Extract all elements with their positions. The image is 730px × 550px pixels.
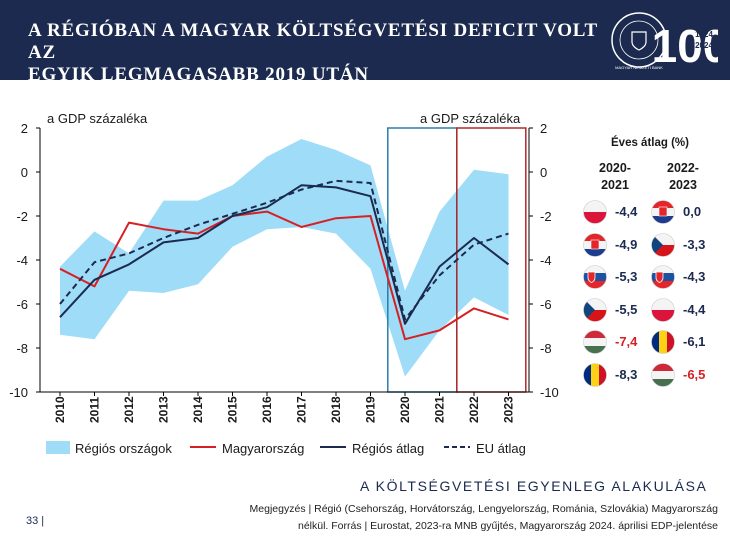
croatia-flag-icon bbox=[651, 200, 675, 224]
hungary-flag-icon bbox=[583, 330, 607, 354]
x-tick-label-2015: 2015 bbox=[226, 396, 240, 423]
right-y-tick-label: -8 bbox=[540, 341, 552, 356]
x-tick-label-2012: 2012 bbox=[122, 396, 136, 423]
average-row: -4,4 bbox=[583, 200, 653, 224]
averages-panel-title: Éves átlag (%) bbox=[611, 137, 689, 149]
slovakia-flag-icon bbox=[583, 265, 607, 289]
average-value: -4,9 bbox=[615, 236, 638, 252]
right-y-tick-label: -10 bbox=[540, 385, 559, 400]
x-tick-label-2017: 2017 bbox=[295, 396, 309, 423]
average-value: -4,4 bbox=[615, 204, 638, 219]
average-value: 0,0 bbox=[683, 204, 702, 219]
averages-col2-header: 2022- 2023 bbox=[655, 160, 711, 194]
x-tick-label-2011: 2011 bbox=[88, 397, 102, 423]
average-row: -5,3 bbox=[583, 265, 653, 289]
averages-col1-header: 2020- 2021 bbox=[587, 160, 643, 194]
averages-col2-header-line-2: 2023 bbox=[669, 178, 697, 192]
average-value: -8,3 bbox=[615, 366, 638, 382]
legend-label-hungary: Magyarország bbox=[222, 441, 304, 456]
average-value: -5,3 bbox=[615, 269, 638, 284]
logo-year-bottom: 2024 bbox=[695, 41, 713, 50]
average-row: -8,3 bbox=[583, 362, 653, 387]
x-tick-label-2020: 2020 bbox=[398, 396, 412, 423]
left-y-tick-label: -6 bbox=[16, 297, 28, 312]
averages-col2-header-line-1: 2022- bbox=[667, 161, 699, 175]
right-y-tick-label: -2 bbox=[540, 209, 552, 224]
x-tick-label-2016: 2016 bbox=[260, 396, 274, 423]
page-title-line-1: A RÉGIÓBAN A MAGYAR KÖLTSÉGVETÉSI DEFICI… bbox=[28, 20, 598, 63]
band-regional-countries bbox=[60, 139, 509, 377]
right-y-tick-label: -4 bbox=[540, 253, 552, 268]
average-row: -4,9 bbox=[583, 232, 653, 257]
x-tick-label-2021: 2021 bbox=[433, 396, 447, 423]
page-number: 33 | bbox=[26, 515, 45, 527]
x-tick-label-2013: 2013 bbox=[157, 396, 171, 423]
legend-swatch-band bbox=[46, 441, 70, 454]
average-value: -6,5 bbox=[683, 366, 706, 382]
left-y-tick-label: -4 bbox=[16, 253, 28, 268]
x-tick-label-2022: 2022 bbox=[467, 396, 481, 423]
legend-label-eu: EU átlag bbox=[476, 441, 526, 456]
croatia-flag-icon bbox=[583, 232, 607, 257]
poland-flag-icon bbox=[583, 200, 607, 224]
poland-flag-icon bbox=[651, 297, 675, 322]
logo-seal-ring bbox=[611, 12, 667, 68]
budget-balance-chart: 2 2 0 0 -2 -2 -4 -4 -6 -6 -8 -8 -10 -10 2010 2011 2012 2… bbox=[9, 111, 559, 456]
average-row: -5,5 bbox=[583, 297, 653, 322]
left-y-tick-label: -10 bbox=[9, 385, 28, 400]
hungary-flag-icon bbox=[651, 362, 675, 387]
average-value: -4,4 bbox=[683, 301, 706, 317]
left-y-tick-label: 2 bbox=[21, 121, 28, 136]
czechia-flag-icon bbox=[583, 297, 607, 322]
x-tick-label-2023: 2023 bbox=[502, 396, 516, 423]
left-y-tick-label: -2 bbox=[16, 209, 28, 224]
average-row: -6,1 bbox=[651, 330, 721, 354]
section-caption: A KÖLTSÉGVETÉSI EGYENLEG ALAKULÁSA bbox=[360, 478, 708, 494]
footnote: Megjegyzés | Régió (Csehország, Horvátor… bbox=[118, 501, 718, 535]
legend-label-band: Régiós országok bbox=[75, 441, 172, 456]
averages-col1-header-line-1: 2020- bbox=[599, 161, 631, 175]
logo-seal-text: MAGYAR NEMZETI BANK bbox=[615, 65, 663, 70]
average-value: -7,4 bbox=[615, 334, 638, 349]
x-tick-label-2010: 2010 bbox=[53, 396, 67, 423]
chart-legend: Régiós országok Magyarország Régiós átla… bbox=[46, 441, 526, 456]
footnote-line-2: nélkül. Forrás | Eurostat, 2023-ra MNB g… bbox=[298, 520, 718, 532]
right-axis-label: a GDP százaléka bbox=[420, 111, 521, 126]
romania-flag-icon bbox=[583, 362, 607, 387]
left-y-tick-label: 0 bbox=[21, 165, 28, 180]
x-tick-label-2018: 2018 bbox=[329, 396, 343, 423]
series-hungary-line bbox=[59, 210, 509, 341]
logo-number: 100 bbox=[652, 20, 718, 72]
right-y-tick-label: -6 bbox=[540, 297, 552, 312]
average-row: -4,3 bbox=[651, 265, 721, 289]
average-row: -4,4 bbox=[651, 297, 721, 322]
x-tick-label-2014: 2014 bbox=[191, 396, 205, 423]
right-y-tick-label: 2 bbox=[540, 121, 547, 136]
average-value: -3,3 bbox=[683, 236, 706, 252]
czechia-flag-icon bbox=[651, 232, 675, 257]
legend-label-regional: Régiós átlag bbox=[352, 441, 424, 456]
average-row: 0,0 bbox=[651, 200, 721, 224]
left-y-tick-label: -8 bbox=[16, 341, 28, 356]
series-eu-average-line bbox=[59, 179, 509, 321]
page-title: A RÉGIÓBAN A MAGYAR KÖLTSÉGVETÉSI DEFICI… bbox=[28, 20, 598, 86]
average-row: -3,3 bbox=[651, 232, 721, 257]
average-value: -6,1 bbox=[683, 334, 706, 349]
average-value: -5,5 bbox=[615, 301, 638, 317]
logo-year-top: 1924 bbox=[695, 30, 713, 39]
page-title-line-2: EGYIK LEGMAGASABB 2019 UTÁN bbox=[28, 64, 369, 85]
slovakia-flag-icon bbox=[651, 265, 675, 289]
right-y-tick-label: 0 bbox=[540, 165, 547, 180]
mnb-centenary-logo: MAGYAR NEMZETI BANK 100 1924 2024 bbox=[611, 12, 718, 72]
header-bar: A RÉGIÓBAN A MAGYAR KÖLTSÉGVETÉSI DEFICI… bbox=[0, 0, 730, 85]
average-row: -6,5 bbox=[651, 362, 721, 387]
average-value: -4,3 bbox=[683, 269, 706, 284]
logo-seal-emblem bbox=[631, 31, 647, 51]
footnote-line-1: Megjegyzés | Régió (Csehország, Horvátor… bbox=[249, 503, 718, 515]
averages-col1-header-line-2: 2021 bbox=[601, 178, 629, 192]
average-row: -7,4 bbox=[583, 330, 653, 354]
romania-flag-icon bbox=[651, 330, 675, 354]
x-tick-label-2019: 2019 bbox=[364, 396, 378, 423]
left-axis-label: a GDP százaléka bbox=[47, 111, 148, 126]
